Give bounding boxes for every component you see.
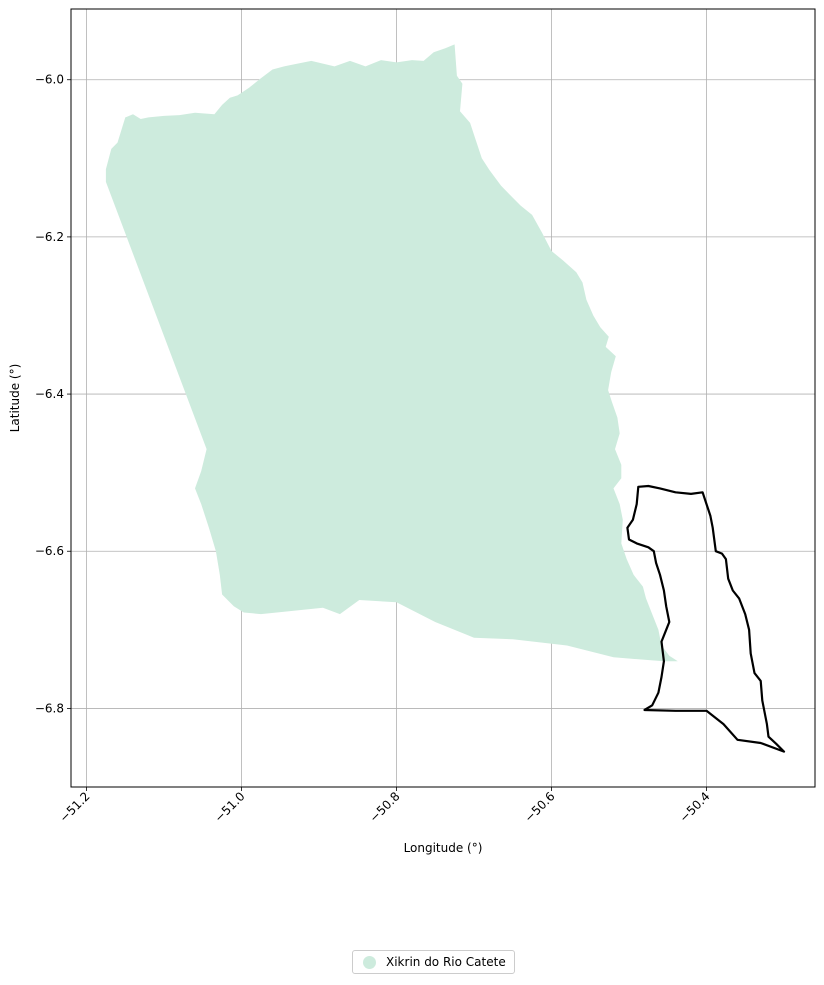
y-tick-label: −6.8 xyxy=(35,701,64,715)
x-tick-label: −51.2 xyxy=(57,789,93,825)
x-tick-label: −50.4 xyxy=(677,789,713,825)
y-tick-label: −6.2 xyxy=(35,230,64,244)
legend-label: Xikrin do Rio Catete xyxy=(386,955,506,969)
y-tick-label: −6.0 xyxy=(35,73,64,87)
y-axis-label: Latitude (°) xyxy=(8,364,22,433)
x-tick-label: −50.8 xyxy=(367,789,403,825)
y-tick-label: −6.6 xyxy=(35,544,64,558)
x-tick-label: −50.6 xyxy=(522,789,558,825)
legend-marker xyxy=(363,955,376,969)
x-axis-label: Longitude (°) xyxy=(404,841,483,855)
x-tick-label: −51.0 xyxy=(212,789,248,825)
y-tick-label: −6.4 xyxy=(35,387,64,401)
legend: Xikrin do Rio Catete xyxy=(352,950,515,974)
boundary-outline xyxy=(626,484,786,753)
map-layers xyxy=(105,44,786,753)
territory-polygon xyxy=(105,44,678,662)
plot-frame xyxy=(70,8,816,788)
